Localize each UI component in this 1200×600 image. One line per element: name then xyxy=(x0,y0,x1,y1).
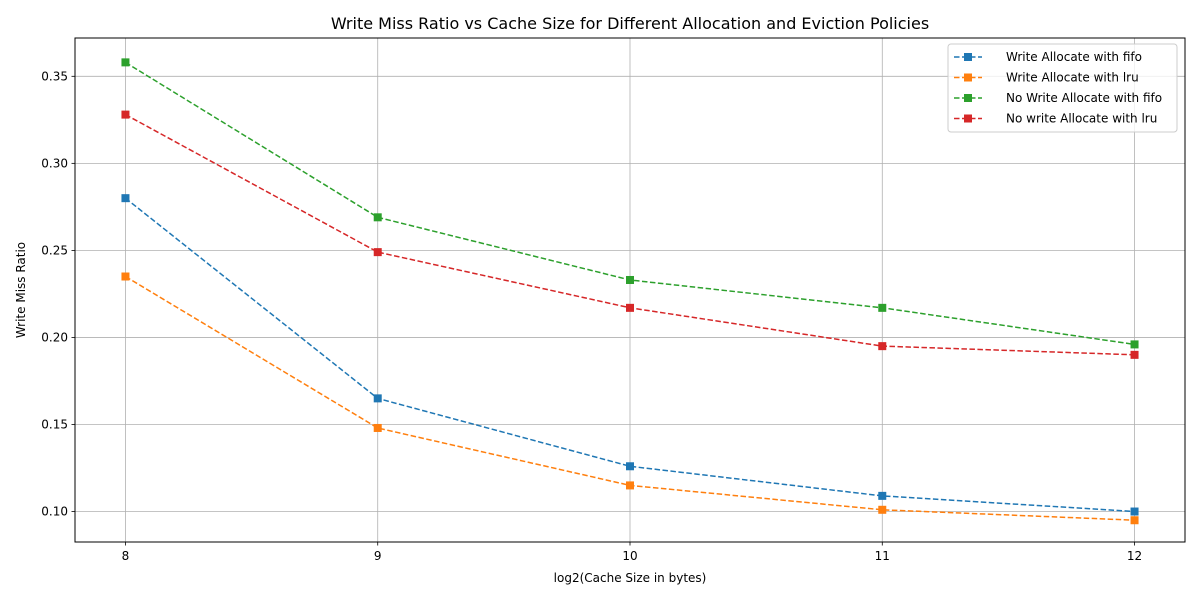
legend-item: No write Allocate with lru xyxy=(954,112,1157,126)
data-point xyxy=(626,303,634,312)
data-point xyxy=(121,194,130,203)
y-tick-label: 0.15 xyxy=(41,417,68,431)
data-point xyxy=(373,394,382,403)
legend-item: Write Allocate with lru xyxy=(954,71,1139,85)
series-3 xyxy=(121,58,1139,349)
data-point xyxy=(1130,507,1139,516)
chart-title: Write Miss Ratio vs Cache Size for Diffe… xyxy=(331,14,929,33)
y-axis-label: Write Miss Ratio xyxy=(14,242,28,338)
data-point xyxy=(121,58,130,67)
y-tick-label: 0.10 xyxy=(41,505,68,519)
x-tick-label: 12 xyxy=(1127,549,1142,563)
legend-marker xyxy=(964,114,972,123)
series-layer xyxy=(121,58,1139,525)
data-point xyxy=(1130,516,1139,525)
series-line xyxy=(125,197,1135,513)
data-point xyxy=(373,248,382,257)
data-point xyxy=(626,275,634,284)
series-2 xyxy=(121,272,1139,525)
legend-item: Write Allocate with fifo xyxy=(954,50,1142,64)
data-point xyxy=(373,213,382,222)
data-point xyxy=(1130,340,1139,349)
x-tick-label: 9 xyxy=(374,549,382,563)
data-point xyxy=(878,342,887,351)
y-tick-label: 0.25 xyxy=(41,243,68,257)
legend-box xyxy=(947,43,1178,133)
x-axis: 8 9 10 11 12 xyxy=(122,542,1142,563)
legend-label: Write Allocate with fifo xyxy=(1006,50,1142,64)
legend-label: No Write Allocate with fifo xyxy=(1006,91,1162,105)
y-tick-label: 0.30 xyxy=(41,156,68,170)
legend-item: No Write Allocate with fifo xyxy=(954,91,1162,105)
y-axis: 0.10 0.15 0.20 0.25 0.30 0.35 xyxy=(41,69,75,519)
y-tick-label: 0.20 xyxy=(41,330,68,344)
data-point xyxy=(121,272,130,281)
legend: Write Allocate with fifo Write Allocate w… xyxy=(947,43,1178,133)
legend-marker xyxy=(964,53,972,61)
series-4 xyxy=(121,110,1139,359)
y-tick-label: 0.35 xyxy=(41,69,68,83)
legend-label: Write Allocate with lru xyxy=(1006,71,1139,85)
data-point xyxy=(1130,350,1139,359)
legend-label: No write Allocate with lru xyxy=(1006,112,1157,126)
x-tick-label: 8 xyxy=(122,549,130,563)
x-axis-label: log2(Cache Size in bytes) xyxy=(554,571,707,585)
series-1 xyxy=(121,194,1139,516)
x-tick-label: 10 xyxy=(622,549,637,563)
data-point xyxy=(626,481,634,490)
legend-marker xyxy=(964,73,972,82)
legend-marker xyxy=(964,94,972,102)
data-point xyxy=(626,462,634,471)
data-point xyxy=(878,505,887,514)
x-tick-label: 11 xyxy=(875,549,890,563)
data-point xyxy=(373,423,382,432)
data-point xyxy=(878,303,887,312)
data-point xyxy=(121,110,130,119)
data-point xyxy=(878,491,887,500)
